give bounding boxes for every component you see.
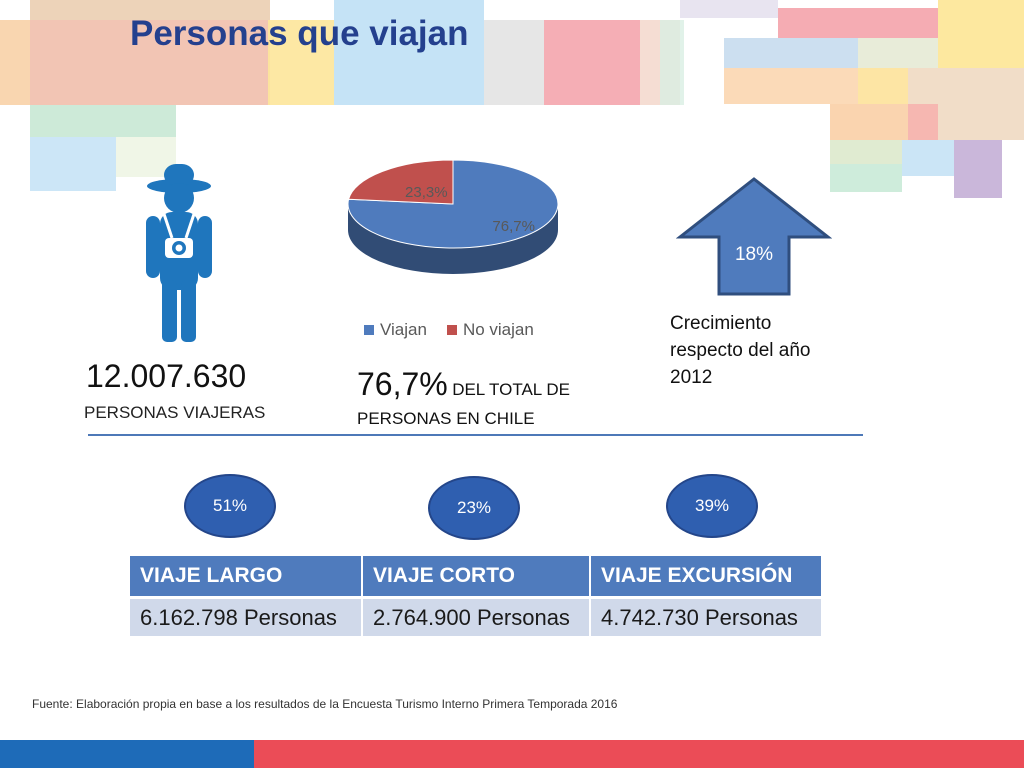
legend-swatch-viajan (364, 325, 374, 335)
legend-swatch-no-viajan (446, 325, 457, 335)
legend-label-no-viajan: No viajan (462, 320, 534, 339)
persons-largo: 6.162.798 Personas (130, 596, 361, 636)
footer-bar-red (254, 740, 1024, 768)
trips-header-row: VIAJE LARGO VIAJE CORTO VIAJE EXCURSIÓN (130, 556, 821, 596)
pie-data-label-1: 23,3% (405, 184, 448, 201)
pie-data-label-0: 76,7% (492, 218, 535, 235)
page-title: Personas que viajan (130, 14, 469, 53)
pie-slice-1 (347, 159, 454, 205)
trips-table: VIAJE LARGO VIAJE CORTO VIAJE EXCURSIÓN … (128, 556, 823, 636)
legend-item-viajan: Viajan (364, 320, 427, 340)
legend-item-no-viajan: No viajan (446, 320, 534, 340)
column-header-corto: VIAJE CORTO (363, 556, 589, 596)
percent-bubble-excursion: 39% (666, 474, 758, 538)
growth-description: Crecimiento respecto del año 2012 (670, 313, 811, 388)
share-block: 76,7% DEL TOTAL DE PERSONAS EN CHILE (357, 366, 570, 429)
persons-corto: 2.764.900 Personas (363, 596, 589, 636)
divider-line (88, 434, 863, 436)
share-percent: 76,7% (357, 366, 448, 402)
pie-slice-0 (347, 159, 559, 249)
growth-value: 18% (735, 244, 773, 265)
source-note: Fuente: Elaboración propia en base a los… (32, 697, 618, 711)
travelers-label: PERSONAS VIAJERAS (84, 403, 266, 422)
chart-legend: Viajan No viajan (364, 320, 534, 340)
up-arrow-icon: 18% (675, 176, 833, 303)
travelers-count: 12.007.630 (86, 358, 247, 394)
column-header-largo: VIAJE LARGO (130, 556, 361, 596)
persons-excursion: 4.742.730 Personas (591, 596, 821, 636)
trips-persons-row: 6.162.798 Personas 2.764.900 Personas 4.… (130, 596, 821, 636)
footer-bar-blue (0, 740, 254, 768)
column-header-excursion: VIAJE EXCURSIÓN (591, 556, 821, 596)
pie-chart: 76,7% 23,3% (340, 152, 570, 292)
share-text-line2: PERSONAS EN CHILE (357, 409, 535, 428)
percent-bubble-largo: 51% (184, 474, 276, 538)
share-text-line1: DEL TOTAL DE (452, 380, 570, 399)
traveler-with-camera-icon (134, 160, 224, 355)
percent-bubble-corto: 23% (428, 476, 520, 540)
legend-label-viajan: Viajan (380, 320, 427, 339)
pie-side-0 (348, 204, 558, 274)
